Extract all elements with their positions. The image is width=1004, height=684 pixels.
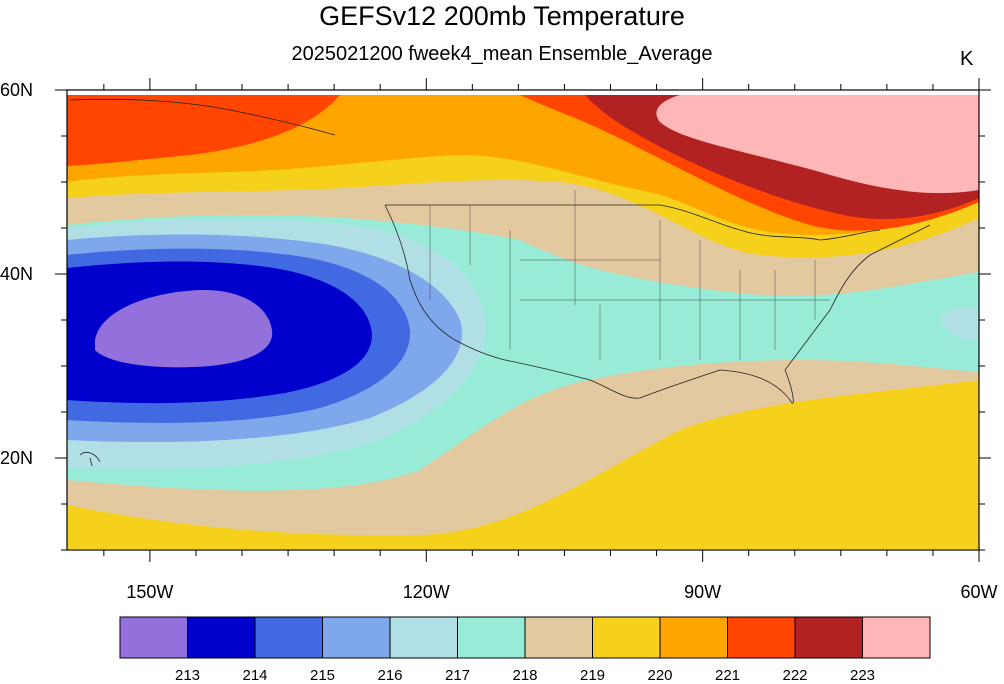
map-title: GEFSv12 200mb Temperature (319, 1, 685, 31)
x-tick-label: 60W (960, 582, 997, 602)
x-tick-label: 150W (126, 582, 173, 602)
colorbar-swatch (727, 616, 796, 659)
contour-217-atlantic (940, 306, 979, 341)
contour-219-gulf (560, 360, 979, 402)
colorbar-label: 218 (512, 667, 537, 684)
map-subtitle: 2025021200 fweek4_mean Ensemble_Average (291, 43, 713, 65)
colorbar-label: 216 (377, 667, 402, 684)
colorbar-swatch (254, 616, 323, 659)
axis-ticks (55, 78, 991, 562)
colorbar: 213 214 215 216 217 218 219 220 221 222 223 (119, 616, 931, 684)
colorbar-label: 220 (647, 667, 672, 684)
colorbar-swatch (119, 616, 188, 659)
colorbar-label: 213 (175, 667, 200, 684)
colorbar-swatch (457, 616, 526, 659)
colorbar-label: 219 (580, 667, 605, 684)
coastlines (69, 98, 931, 467)
x-tick-label: 120W (403, 582, 450, 602)
contour-222-nw (67, 95, 340, 166)
colorbar-swatch (322, 616, 391, 659)
colorbar-label: 222 (782, 667, 807, 684)
x-tick-label: 90W (684, 582, 721, 602)
y-tick-label: 60N (0, 80, 33, 100)
colorbar-swatch (187, 616, 256, 659)
colorbar-label: 221 (715, 667, 740, 684)
colorbar-label: 217 (445, 667, 470, 684)
units-label: K (960, 48, 974, 70)
colorbar-swatch (524, 616, 593, 659)
contour-224 (656, 95, 979, 194)
y-axis-labels: 60N 40N 20N (0, 80, 33, 468)
y-tick-label: 40N (0, 264, 33, 284)
state-borders (429, 190, 830, 360)
colorbar-label: 215 (310, 667, 335, 684)
x-axis-labels: 150W 120W 90W 60W (126, 582, 997, 602)
contour-213 (95, 289, 273, 368)
colorbar-swatch (862, 616, 931, 659)
colorbar-swatch (389, 616, 458, 659)
colorbar-label: 214 (242, 667, 267, 684)
colorbar-swatch (592, 616, 661, 659)
colorbar-swatch (794, 616, 863, 659)
colorbar-label: 223 (850, 667, 875, 684)
contour-220-south (67, 380, 979, 549)
y-tick-label: 20N (0, 448, 33, 468)
temperature-fill-layer (67, 95, 979, 549)
colorbar-swatch (659, 616, 728, 659)
